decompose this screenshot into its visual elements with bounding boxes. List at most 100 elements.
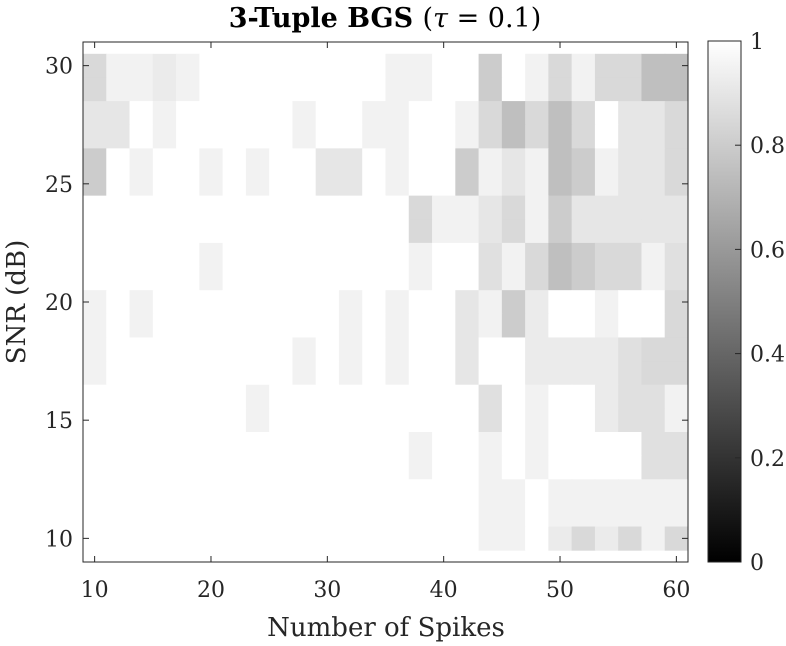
heatmap-cell	[176, 195, 200, 220]
heatmap-cell	[641, 219, 666, 244]
heatmap-cell	[525, 124, 549, 149]
heatmap-cell	[83, 361, 107, 386]
heatmap-cell	[176, 219, 200, 244]
heatmap-cell	[571, 526, 596, 551]
heatmap-cell	[129, 195, 154, 220]
heatmap-cell	[222, 526, 247, 551]
heatmap-cell	[618, 479, 642, 504]
heatmap-cell	[478, 148, 503, 173]
heatmap-cell	[408, 384, 433, 409]
heatmap-cell	[362, 219, 386, 244]
heatmap-cell	[269, 53, 293, 78]
heatmap-cell	[245, 313, 270, 338]
heatmap-cell	[478, 290, 503, 315]
heatmap-cell	[106, 455, 131, 480]
heatmap-cell	[176, 455, 200, 480]
heatmap-cell	[664, 361, 689, 386]
heatmap-cell	[338, 101, 363, 126]
heatmap-cell	[594, 361, 619, 386]
heatmap-cell	[501, 124, 526, 149]
heatmap-cell	[478, 101, 503, 126]
heatmap-cell	[106, 242, 131, 268]
heatmap-cell	[618, 337, 642, 362]
heatmap-cell	[385, 408, 410, 433]
heatmap-cell	[199, 53, 224, 78]
heatmap-cell	[129, 526, 154, 551]
heatmap-cell	[455, 290, 480, 315]
heatmap-cell	[176, 432, 200, 457]
heatmap-cell	[199, 77, 224, 102]
heatmap-cell	[176, 502, 200, 528]
heatmap-cell	[83, 242, 107, 268]
heatmap-cell	[501, 479, 526, 504]
heatmap-cell	[408, 172, 433, 197]
heatmap-cell	[245, 124, 270, 149]
heatmap-cell	[129, 77, 154, 102]
heatmap-cell	[385, 479, 410, 504]
heatmap-cell	[362, 361, 386, 386]
heatmap-cell	[618, 384, 642, 409]
heatmap-cell	[338, 455, 363, 480]
heatmap-cell	[501, 195, 526, 220]
heatmap-cell	[315, 408, 340, 433]
heatmap-cell	[641, 266, 666, 291]
heatmap-cell	[106, 101, 131, 126]
heatmap-cell	[152, 172, 177, 197]
heatmap-cell	[501, 432, 526, 457]
heatmap-cell	[664, 432, 689, 457]
heatmap-cell	[664, 408, 689, 433]
heatmap-cell	[315, 361, 340, 386]
heatmap-cell	[594, 242, 619, 268]
heatmap-cell	[385, 172, 410, 197]
heatmap-cell	[362, 337, 386, 362]
heatmap-cell	[199, 219, 224, 244]
heatmap-cell	[548, 53, 573, 78]
heatmap-cell	[455, 219, 480, 244]
heatmap-cell	[176, 526, 200, 551]
heatmap-cell	[315, 455, 340, 480]
heatmap-cell	[641, 124, 666, 149]
heatmap-cell	[83, 455, 107, 480]
heatmap-cell	[315, 172, 340, 197]
heatmap-cell	[571, 195, 596, 220]
heatmap-cell	[594, 384, 619, 409]
heatmap-cell	[292, 242, 317, 268]
title-open: (	[423, 3, 434, 34]
heatmap-cell	[408, 502, 433, 528]
heatmap-cell	[571, 408, 596, 433]
heatmap-cell	[455, 195, 480, 220]
heatmap-cell	[618, 101, 642, 126]
heatmap-cell	[176, 290, 200, 315]
heatmap-cell	[222, 455, 247, 480]
heatmap-cell	[618, 53, 642, 78]
heatmap-cell	[501, 337, 526, 362]
heatmap-cell	[455, 408, 480, 433]
heatmap-cell	[525, 219, 549, 244]
heatmap-cell	[548, 313, 573, 338]
heatmap-cell	[408, 195, 433, 220]
heatmap-cell	[129, 172, 154, 197]
heatmap-cell	[594, 77, 619, 102]
heatmap-cell	[501, 219, 526, 244]
heatmap-cell	[83, 384, 107, 409]
heatmap-cell	[408, 266, 433, 291]
x-tick-label: 30	[313, 578, 341, 603]
heatmap-cell	[594, 479, 619, 504]
heatmap-cell	[455, 101, 480, 126]
heatmap-cell	[152, 53, 177, 78]
heatmap-cell	[432, 502, 456, 528]
heatmap-cell	[571, 53, 596, 78]
heatmap-cell	[478, 124, 503, 149]
heatmap-cell	[292, 526, 317, 551]
y-tick-label: 25	[45, 173, 73, 198]
heatmap-cell	[641, 53, 666, 78]
heatmap-cell	[362, 313, 386, 338]
heatmap-cell	[385, 195, 410, 220]
heatmap-cell	[664, 77, 689, 102]
heatmap-cell	[152, 361, 177, 386]
heatmap-cell	[176, 77, 200, 102]
heatmap-cell	[269, 124, 293, 149]
heatmap-cell	[571, 432, 596, 457]
heatmap-cell	[269, 195, 293, 220]
heatmap-cell	[548, 384, 573, 409]
